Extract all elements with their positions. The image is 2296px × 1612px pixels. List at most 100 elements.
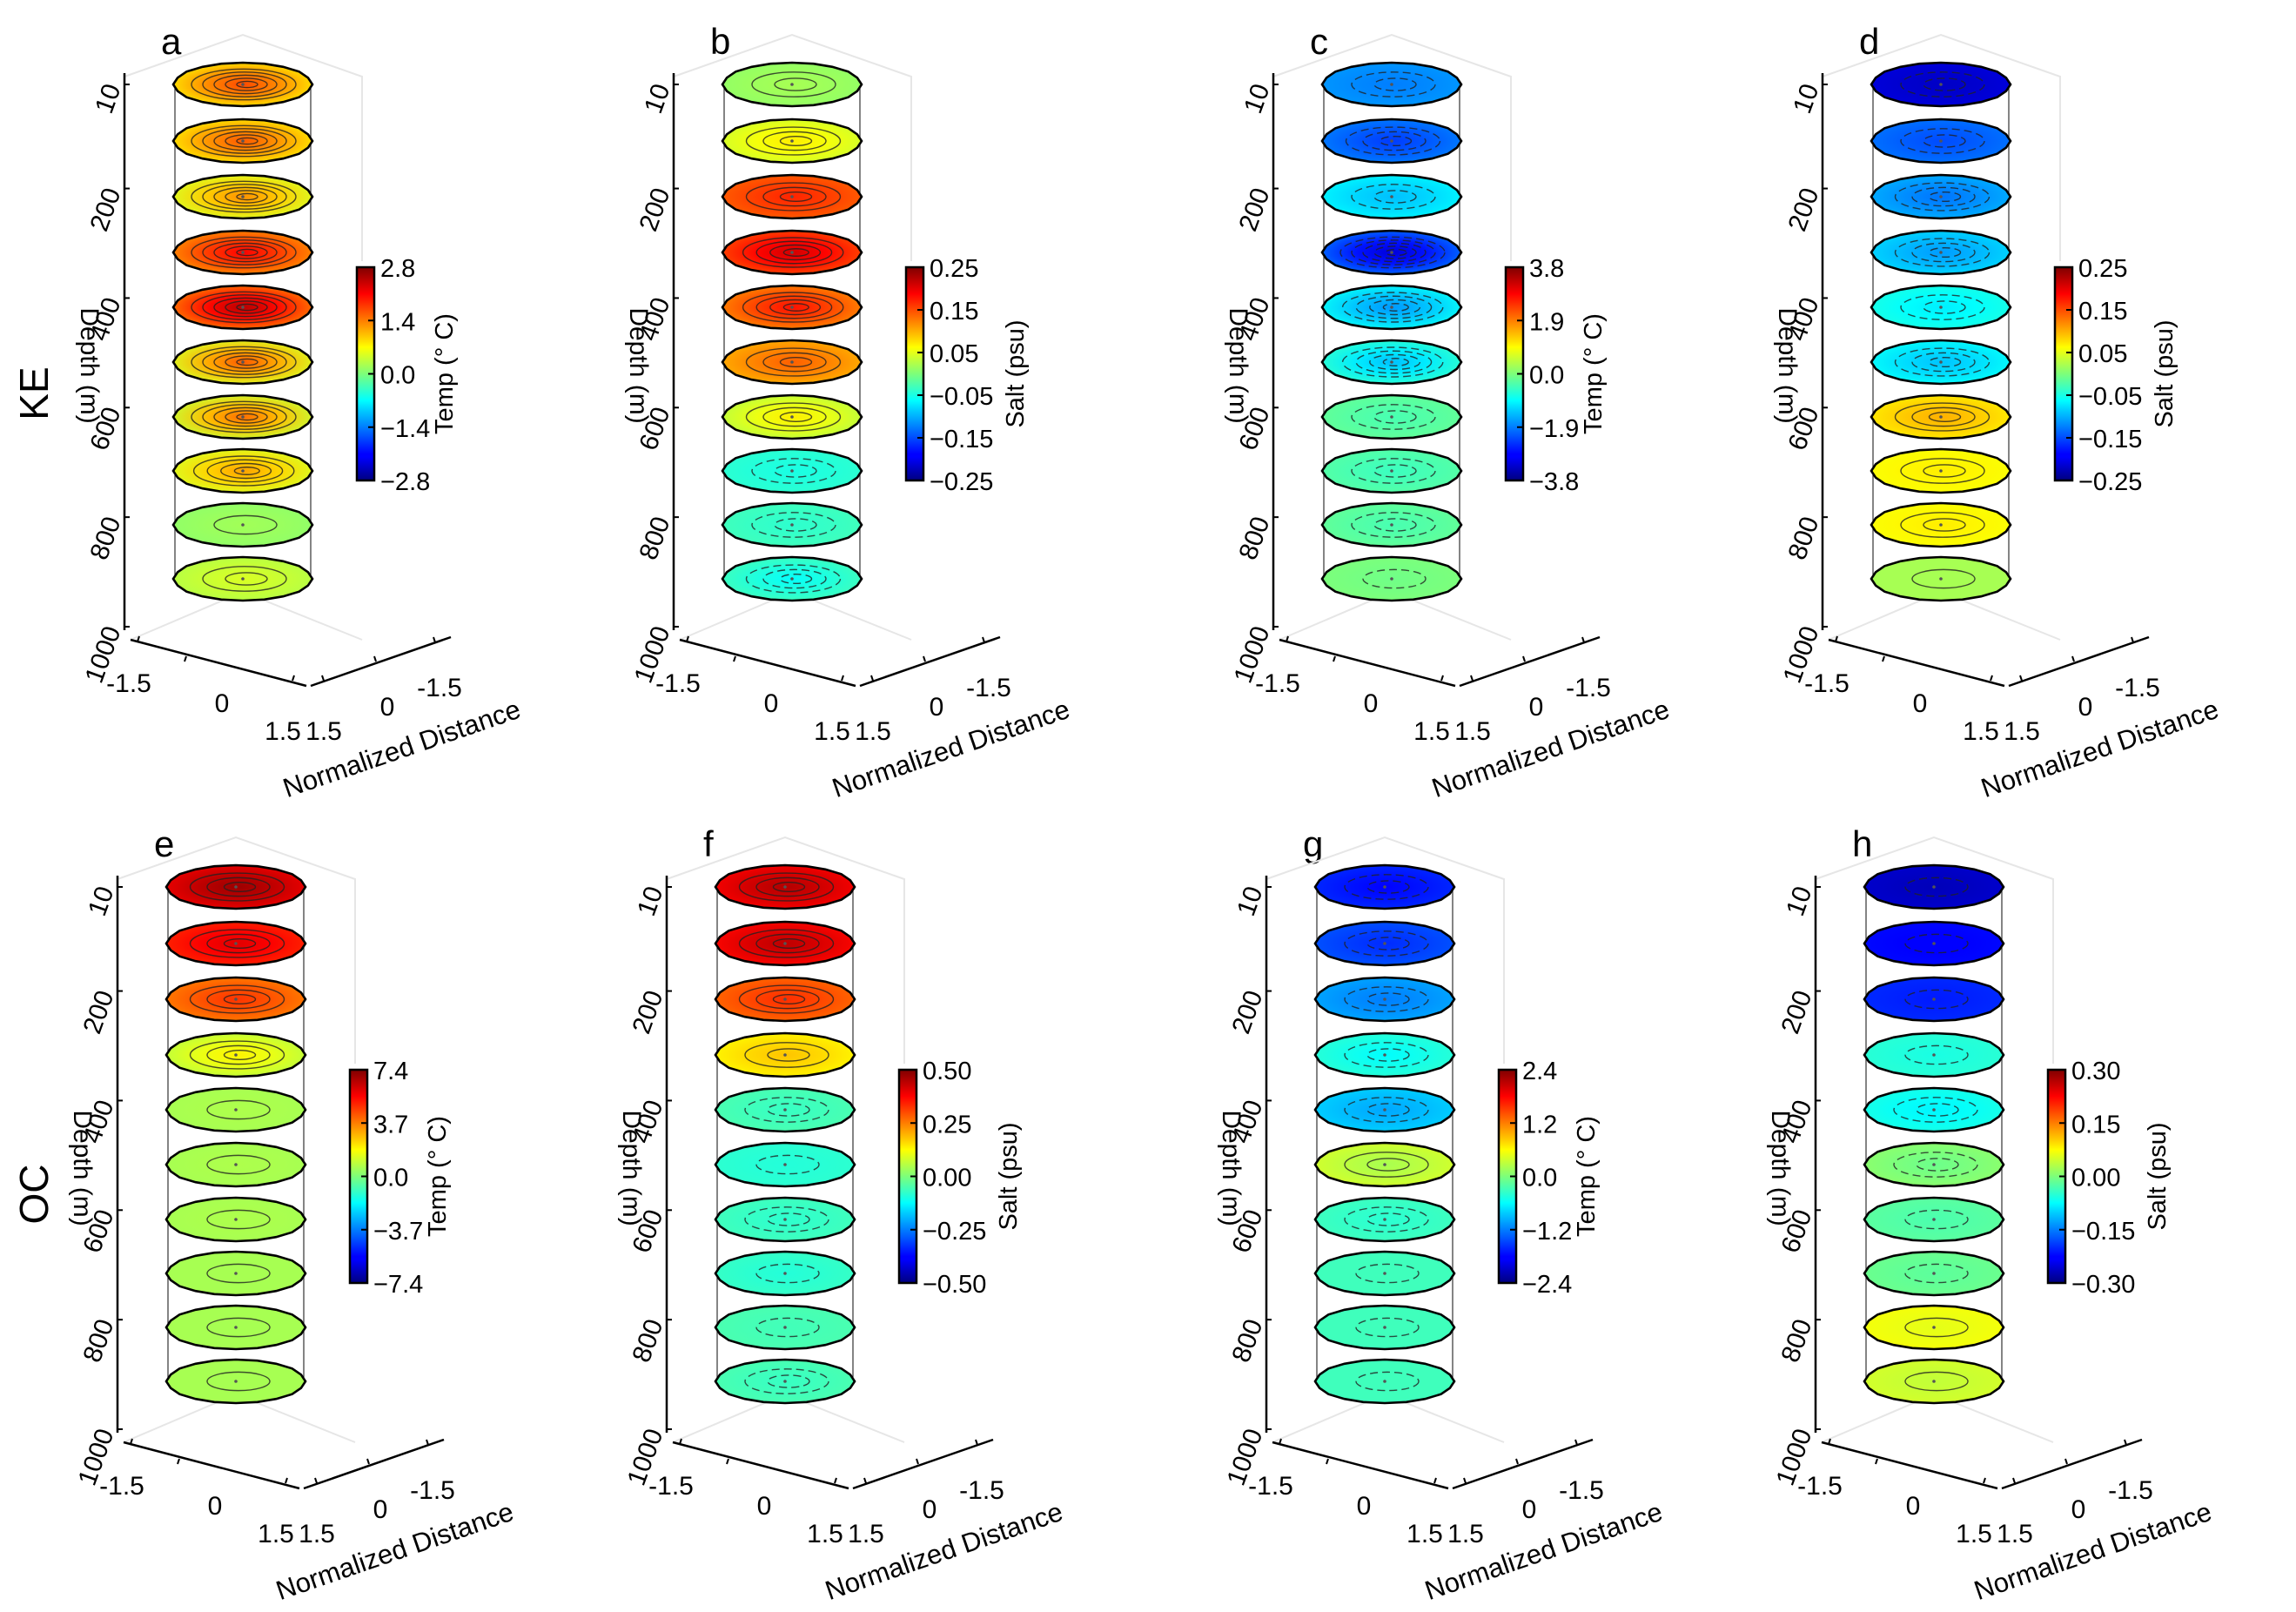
contour-line bbox=[1382, 303, 1409, 312]
depth-slice bbox=[171, 339, 314, 386]
distance-tick-label: 0 bbox=[923, 1495, 937, 1524]
contour-line bbox=[779, 191, 813, 203]
depth-slice bbox=[1863, 976, 2005, 1023]
colorbar-tick-label: −2.8 bbox=[380, 468, 430, 496]
eddy-center-dot bbox=[1939, 139, 1943, 143]
contour-line bbox=[738, 872, 835, 902]
contour-line bbox=[225, 410, 268, 424]
eddy-center-dot bbox=[1383, 997, 1386, 1001]
panel-label: e bbox=[154, 823, 174, 864]
depth-slice bbox=[1863, 1086, 2005, 1133]
contour-line bbox=[744, 1042, 829, 1068]
eddy-center-dot bbox=[783, 997, 787, 1001]
eddy-center-dot bbox=[1390, 251, 1393, 254]
colorbar-tick-label: 2.4 bbox=[1522, 1058, 1557, 1085]
depth-slice bbox=[1320, 501, 1463, 548]
eddy-center-dot bbox=[241, 577, 245, 581]
distance-tick-label: -1.5 bbox=[1255, 669, 1300, 698]
eddy-center-dot bbox=[1383, 1326, 1386, 1329]
distance-tick bbox=[982, 636, 985, 643]
contour-line bbox=[755, 877, 820, 897]
contour-line bbox=[772, 937, 806, 950]
row-labels: KE OC bbox=[11, 366, 57, 1224]
eddy-center-dot bbox=[1932, 1326, 1936, 1329]
contour-line bbox=[191, 124, 297, 158]
colorbar-tick-label: −0.30 bbox=[2071, 1271, 2135, 1299]
eddy-center-dot bbox=[241, 83, 245, 86]
distance-axis-right bbox=[2008, 635, 2150, 688]
distance-tick-label: -1.5 bbox=[1797, 1472, 1843, 1501]
contour-line bbox=[1366, 1103, 1410, 1117]
distance-tick bbox=[426, 1439, 429, 1446]
depth-tick-label: 200 bbox=[634, 185, 675, 235]
depth-slice bbox=[1313, 863, 1456, 910]
depth-slice bbox=[721, 173, 863, 220]
eddy-center-dot bbox=[1932, 1218, 1936, 1221]
contour-line bbox=[745, 402, 842, 432]
distance-tick-label: 0 bbox=[930, 693, 944, 722]
distance-tick-label: -1.5 bbox=[1559, 1476, 1604, 1505]
colorbar-tick-label: 0.00 bbox=[923, 1165, 971, 1192]
distance-tick bbox=[733, 655, 736, 662]
eddy-center-dot bbox=[1932, 1163, 1936, 1166]
contour-line bbox=[1904, 1371, 1969, 1392]
eddy-center-dot bbox=[1932, 997, 1936, 1001]
contour-line bbox=[1911, 186, 1976, 207]
eddy-center-dot bbox=[234, 997, 238, 1001]
contour-line bbox=[767, 1103, 810, 1117]
depth-tick-label: 800 bbox=[627, 1315, 668, 1366]
depth-slice bbox=[1870, 339, 2012, 386]
depth-slice bbox=[171, 393, 314, 440]
depth-slice bbox=[164, 976, 307, 1023]
depth-slice bbox=[164, 1196, 307, 1243]
contour-line bbox=[1351, 239, 1436, 265]
distance-axis-right bbox=[852, 1438, 994, 1490]
contour-line bbox=[1923, 464, 1966, 478]
depth-tick-label: 800 bbox=[84, 513, 126, 563]
contour-line bbox=[236, 192, 258, 201]
distance-tick-label: -1.5 bbox=[99, 1472, 144, 1501]
eddy-center-dot bbox=[783, 1272, 787, 1275]
contour-line bbox=[236, 303, 258, 312]
contour-line bbox=[213, 352, 278, 373]
depth-slice bbox=[1870, 501, 2012, 548]
distance-axis-right bbox=[1452, 1438, 1594, 1490]
colorbar-tick-label: −0.15 bbox=[2078, 426, 2142, 453]
colorbar-tick-label: 2.8 bbox=[380, 255, 415, 283]
distance-tick-label: -1.5 bbox=[648, 1472, 694, 1501]
depth-slice bbox=[721, 284, 863, 331]
depth-slice bbox=[714, 920, 856, 967]
contour-line bbox=[1366, 1158, 1410, 1172]
panel-label: c bbox=[1310, 21, 1328, 62]
contour-line bbox=[774, 518, 817, 532]
eddy-center-dot bbox=[1939, 195, 1943, 198]
eddy-center-dot bbox=[241, 415, 245, 419]
eddy-center-dot bbox=[241, 469, 245, 473]
contour-line bbox=[755, 1263, 820, 1284]
distance-tick bbox=[1279, 1438, 1282, 1445]
distance-tick-label: 1.5 bbox=[1447, 1520, 1484, 1548]
distance-tick bbox=[2064, 1458, 2068, 1465]
eddy-center-dot bbox=[1932, 1053, 1936, 1057]
distance-axis-right bbox=[303, 1438, 445, 1490]
depth-slice bbox=[1870, 229, 2012, 276]
eddy-center-dot bbox=[1383, 1380, 1386, 1383]
contour-line bbox=[1366, 1212, 1410, 1226]
contour-line bbox=[782, 248, 809, 257]
contour-line bbox=[779, 135, 813, 147]
distance-tick bbox=[916, 1458, 919, 1465]
eddy-center-dot bbox=[1390, 469, 1393, 473]
colorbar bbox=[904, 265, 925, 482]
eddy-center-dot bbox=[790, 306, 794, 309]
contour-line bbox=[223, 993, 257, 1005]
depth-axis-label: Depth (m) bbox=[1766, 1110, 1795, 1226]
contour-line bbox=[1373, 190, 1417, 204]
contour-line bbox=[1923, 518, 1966, 532]
depth-slice bbox=[1320, 173, 1463, 220]
depth-slice bbox=[1870, 61, 2012, 108]
distance-tick bbox=[1286, 635, 1289, 642]
contour-line bbox=[1900, 128, 1985, 154]
colorbar-tick-label: 3.7 bbox=[373, 1111, 408, 1138]
